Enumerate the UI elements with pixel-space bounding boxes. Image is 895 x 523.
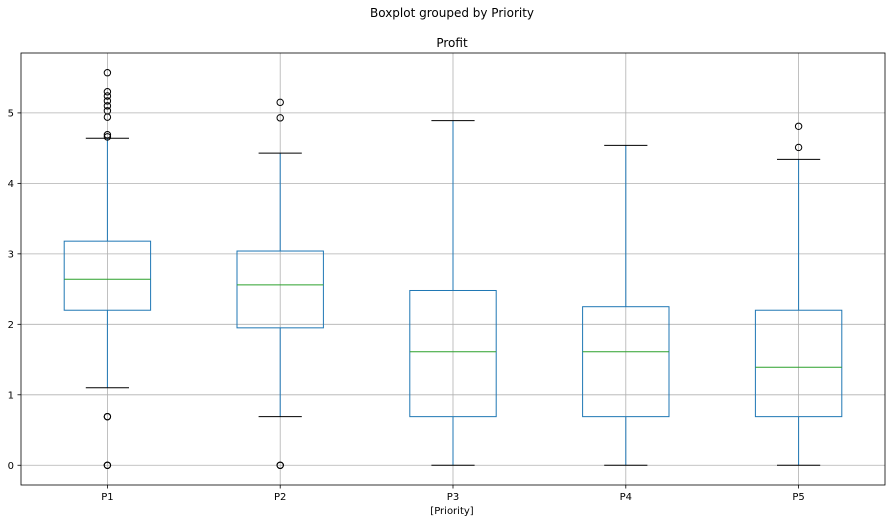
x-tick-label: P1: [101, 492, 113, 503]
iqr-box: [754, 309, 843, 418]
iqr-box: [582, 306, 670, 418]
x-tick-label: P3: [447, 492, 459, 503]
outlier-point: [103, 107, 112, 115]
x-tick-label: P2: [274, 492, 286, 503]
y-tick-label: 5: [8, 108, 14, 119]
y-tick-label: 2: [8, 320, 14, 331]
box-group: [754, 122, 843, 466]
box-group: [63, 69, 152, 469]
y-tick-label: 1: [8, 390, 14, 401]
outlier-point: [103, 133, 112, 141]
outlier-point: [794, 122, 803, 130]
outlier-point: [103, 412, 112, 421]
outlier-point: [103, 461, 112, 469]
box-group: [582, 144, 670, 466]
outlier-point: [103, 92, 112, 100]
x-axis-label: [Priority]: [430, 506, 473, 517]
y-tick-label: 0: [8, 461, 14, 472]
outlier-point: [794, 143, 803, 152]
outlier-point: [103, 97, 112, 105]
box-group: [409, 120, 497, 466]
axes-title: Profit: [436, 36, 468, 50]
outlier-point: [103, 102, 112, 110]
outlier-point: [276, 98, 284, 107]
y-tick-label: 4: [8, 179, 14, 190]
outlier-point: [103, 131, 112, 139]
outlier-point: [276, 461, 284, 469]
y-tick-label: 3: [8, 249, 14, 260]
outlier-point: [276, 114, 284, 122]
x-tick-label: P4: [620, 492, 632, 503]
iqr-box: [409, 289, 497, 418]
x-tick-label: P5: [792, 492, 804, 503]
plot-area-frame: [20, 52, 886, 486]
figure-title: Boxplot grouped by Priority: [370, 6, 534, 20]
iqr-box: [63, 240, 152, 311]
outlier-point: [103, 69, 112, 77]
axis-ticks: 0 1 2 3 4 5 P1 P2 P3 P4 P5: [8, 108, 805, 503]
outlier-point: [103, 88, 112, 96]
boxplot-series: [63, 69, 843, 469]
iqr-box: [236, 250, 324, 329]
box-group: [236, 98, 324, 469]
